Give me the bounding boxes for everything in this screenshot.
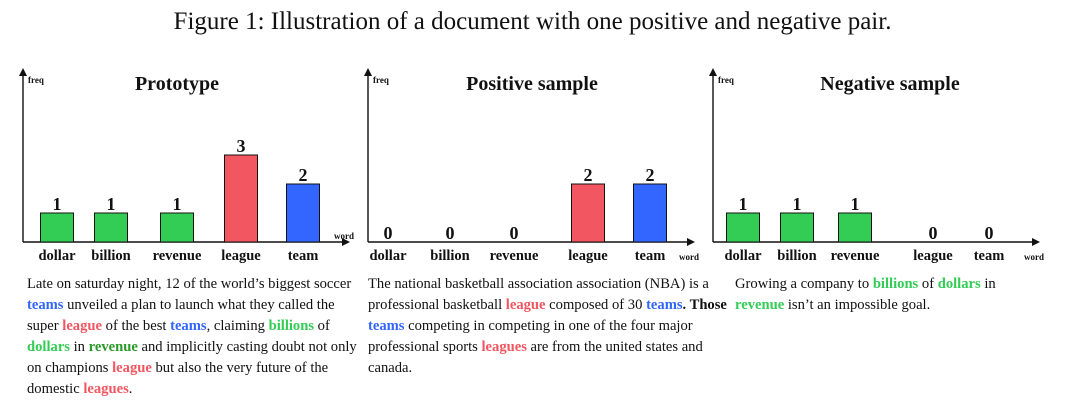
bar-revenue <box>160 212 194 243</box>
value-label-league: 2 <box>584 165 593 185</box>
bar-dollar <box>726 212 760 243</box>
highlight-teams: teams <box>170 318 207 334</box>
value-label-revenue: 1 <box>173 194 182 214</box>
tick-label-dollar: dollar <box>369 248 407 264</box>
highlight-revenue: revenue <box>88 339 138 355</box>
bar-billion <box>94 212 128 243</box>
bar-league <box>571 183 605 243</box>
tick-label-revenue: revenue <box>831 248 880 264</box>
value-label-dollar: 1 <box>739 194 748 214</box>
positive-document-text: The national basketball association asso… <box>368 274 732 379</box>
tick-label-league: league <box>221 248 261 264</box>
bar-team <box>286 183 320 243</box>
y-axis-label: freq <box>373 75 389 85</box>
text-segment: . <box>128 381 133 397</box>
highlight-teams: teams <box>368 318 405 334</box>
tick-label-league: league <box>568 248 608 264</box>
text-segment: of the best <box>102 318 171 334</box>
text-segment: isn’t an impossible goal. <box>784 297 931 313</box>
text-segment: in <box>69 339 89 355</box>
text-segment: are from the united states and canada. <box>368 339 703 376</box>
tick-label-dollar: dollar <box>724 248 762 264</box>
text-segment: competing in competing in one of the fou… <box>368 318 693 355</box>
text-segment: The national basketball association asso… <box>368 276 709 313</box>
value-label-billion: 0 <box>446 223 455 243</box>
tick-label-billion: billion <box>91 248 131 264</box>
tick-label-revenue: revenue <box>490 248 539 264</box>
text-segment: unveiled a plan to launch what they call… <box>27 297 335 334</box>
chart-title: Prototype <box>135 73 219 95</box>
value-label-team: 2 <box>299 165 308 185</box>
value-label-billion: 1 <box>107 194 116 214</box>
y-axis-arrow <box>364 68 372 76</box>
text-segment: , claiming <box>206 318 269 334</box>
value-label-league: 0 <box>929 223 938 243</box>
tick-label-team: team <box>974 248 1005 264</box>
highlight-leagues: leagues <box>481 339 527 355</box>
text-segment: Growing a company to <box>735 276 873 292</box>
x-axis-arrow <box>1032 238 1040 246</box>
text-segment: and implicitly casting doubt not only on… <box>27 339 357 376</box>
highlight-league: league <box>62 318 102 334</box>
chart-positive-sample: Positive sample freq word 0 dollar 0 billion 0 r… <box>364 68 699 264</box>
value-label-league: 3 <box>237 136 246 156</box>
tick-label-league: league <box>913 248 953 264</box>
value-label-revenue: 1 <box>851 194 860 214</box>
chart-title: Positive sample <box>466 73 598 95</box>
text-segment: of <box>918 276 938 292</box>
tick-label-billion: billion <box>430 248 470 264</box>
highlight-teams: teams <box>27 297 64 313</box>
text-segment: in <box>980 276 996 292</box>
negative-document-text: Growing a company to billions of dollars… <box>735 274 1045 316</box>
y-axis-label: freq <box>28 75 44 85</box>
highlight-billions: billions <box>268 318 315 334</box>
value-label-revenue: 0 <box>510 223 519 243</box>
bar-team <box>633 183 667 243</box>
text-segment: . Those <box>682 297 727 313</box>
value-label-dollar: 0 <box>384 223 393 243</box>
chart-title: Negative sample <box>820 73 960 95</box>
value-label-team: 0 <box>985 223 994 243</box>
tick-label-team: team <box>635 248 666 264</box>
highlight-league: league <box>505 297 546 313</box>
value-label-dollar: 1 <box>53 194 62 214</box>
figure-caption: Figure 1: Illustration of a document wit… <box>173 8 892 35</box>
bar-revenue <box>838 212 872 243</box>
text-segment: but also the very future of the domestic <box>27 360 329 397</box>
text-segment: composed of 30 <box>545 297 647 313</box>
highlight-leagues: leagues <box>83 381 129 397</box>
x-axis-label: word <box>1024 252 1044 262</box>
tick-label-revenue: revenue <box>153 248 202 264</box>
highlight-revenue: revenue <box>735 297 785 313</box>
x-axis-label: word <box>334 231 354 241</box>
text-segment: of <box>314 318 330 334</box>
chart-prototype: Prototype freq word 1 dollar 1 billion 1 revenue… <box>19 68 354 264</box>
highlight-league: league <box>112 360 152 376</box>
prototype-document-text: Late on saturday night, 12 of the world’… <box>27 274 362 400</box>
tick-label-team: team <box>288 248 319 264</box>
highlight-teams: teams <box>646 297 683 313</box>
highlight-billions: billions <box>872 276 919 292</box>
x-axis-arrow <box>687 238 695 246</box>
value-label-team: 2 <box>646 165 655 185</box>
charts-row: Prototype freq word 1 dollar 1 billion 1 revenue… <box>0 60 1065 275</box>
tick-label-dollar: dollar <box>38 248 76 264</box>
text-segment: Late on saturday night, 12 of the world’… <box>27 276 352 292</box>
y-axis-label: freq <box>718 75 734 85</box>
y-axis-arrow <box>19 68 27 76</box>
bar-dollar <box>40 212 74 243</box>
value-label-billion: 1 <box>793 194 802 214</box>
bar-league <box>224 154 258 243</box>
chart-negative-sample: Negative sample freq word 1 dollar 1 billion 1 r… <box>709 68 1044 264</box>
tick-label-billion: billion <box>777 248 817 264</box>
y-axis-arrow <box>709 68 717 76</box>
highlight-dollars: dollars <box>27 339 70 355</box>
x-axis-label: word <box>679 252 699 262</box>
bar-billion <box>780 212 814 243</box>
highlight-dollars: dollars <box>937 276 981 292</box>
x-axis-arrow <box>342 238 350 246</box>
